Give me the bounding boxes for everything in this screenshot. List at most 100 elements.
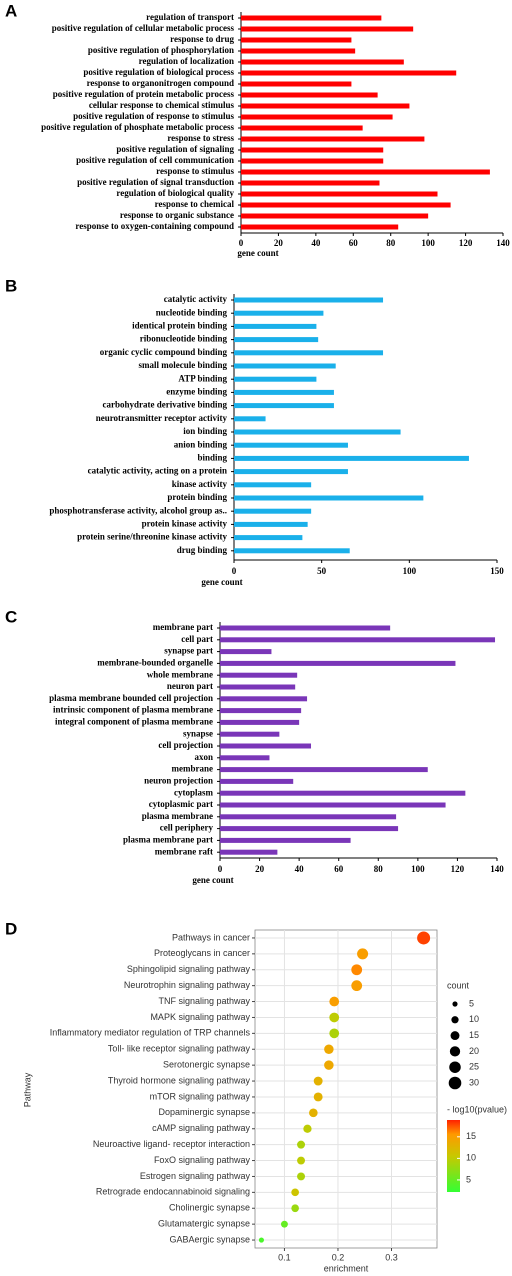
bubble	[280, 1220, 288, 1228]
x-tick-label: 100	[421, 238, 435, 248]
bubble	[297, 1140, 306, 1149]
category-label: positive regulation of signal transducti…	[77, 177, 234, 187]
category-label: binding	[197, 452, 227, 462]
bar	[234, 389, 334, 395]
bar	[234, 376, 317, 382]
category-label: cellular response to chemical stimulus	[89, 100, 235, 110]
category-label: Toll- like receptor signaling pathway	[108, 1044, 251, 1054]
category-label: response to stimulus	[156, 166, 234, 176]
legend-bubble	[449, 1046, 461, 1057]
x-tick-label: 140	[490, 864, 504, 874]
category-label: positive regulation of response to stimu…	[73, 111, 234, 121]
bar	[241, 169, 490, 175]
category-label: protein serine/threonine kinase activity	[77, 532, 227, 542]
bar	[241, 180, 380, 186]
x-tick-label: 60	[349, 238, 359, 248]
legend-title: - log10(pvalue)	[447, 1104, 507, 1114]
category-label: Cholinergic synapse	[169, 1203, 250, 1213]
category-label: Estrogen signaling pathway	[140, 1171, 251, 1181]
legend-label: 20	[469, 1046, 479, 1056]
category-label: cell part	[181, 634, 213, 644]
category-label: Thyroid hormone signaling pathway	[108, 1075, 251, 1085]
category-label: nucleotide binding	[156, 307, 228, 317]
category-label: ATP binding	[178, 373, 227, 383]
category-label: response to stress	[167, 133, 234, 143]
bar	[220, 672, 298, 678]
x-tick-label: 20	[255, 864, 265, 874]
bar	[241, 191, 438, 197]
bar	[220, 826, 399, 832]
bar	[220, 660, 456, 666]
category-label: neuron projection	[144, 775, 213, 785]
category-label: enzyme binding	[166, 386, 227, 396]
x-tick-label: 120	[459, 238, 473, 248]
category-label: positive regulation of phosphate metabol…	[41, 122, 234, 132]
x-tick-label: 0	[239, 238, 244, 248]
legend-bubble	[452, 1001, 458, 1007]
bubble	[357, 948, 369, 960]
category-label: response to drug	[170, 34, 234, 44]
colorbar-label: 15	[466, 1131, 476, 1141]
plot-area	[254, 929, 438, 1249]
bar	[241, 224, 399, 230]
bubble	[324, 1044, 334, 1054]
x-tick-label: 50	[317, 566, 327, 576]
bar	[220, 637, 496, 643]
bubble	[291, 1188, 299, 1197]
legend-label: 15	[469, 1030, 479, 1040]
x-axis-label: gene count	[237, 248, 278, 258]
category-label: regulation of biological quality	[116, 188, 234, 198]
category-label: cell projection	[158, 740, 213, 750]
bar	[234, 363, 336, 369]
category-label: MAPK signaling pathway	[150, 1012, 250, 1022]
category-label: Glutamatergic synapse	[158, 1219, 250, 1229]
bar	[241, 92, 378, 98]
category-label: Neurotrophin signaling pathway	[124, 980, 251, 990]
bubble	[351, 980, 363, 992]
bar	[220, 684, 296, 690]
category-label: cytoplasm	[174, 787, 214, 797]
category-label: phosphotransferase activity, alcohol gro…	[49, 505, 227, 515]
category-label: membrane raft	[155, 846, 213, 856]
x-tick-label: 40	[295, 864, 305, 874]
bubble	[324, 1060, 334, 1070]
bar	[220, 696, 308, 702]
x-tick-label: 0	[218, 864, 223, 874]
x-tick-label: 40	[311, 238, 321, 248]
x-tick-label: 100	[403, 566, 417, 576]
bar	[234, 548, 350, 554]
bar	[220, 649, 272, 655]
x-tick-label: 0.1	[278, 1252, 291, 1262]
bar	[241, 103, 410, 109]
category-label: synapse	[183, 728, 213, 738]
x-tick-label: 0.2	[332, 1252, 345, 1262]
legend-title: count	[447, 980, 470, 990]
bubble	[313, 1092, 323, 1102]
category-label: intrinsic component of plasma membrane	[53, 705, 213, 715]
bar	[241, 48, 356, 54]
bar	[234, 455, 469, 461]
bubble	[297, 1156, 306, 1165]
bar	[241, 26, 414, 32]
category-label: TNF signaling pathway	[158, 996, 250, 1006]
panel-label: C	[5, 607, 17, 626]
category-label: regulation of localization	[139, 56, 234, 66]
category-label: ion binding	[183, 426, 227, 436]
y-axis-label: Pathway	[22, 1072, 32, 1107]
category-label: small molecule binding	[138, 360, 227, 370]
bar	[234, 495, 424, 501]
x-axis-label: gene count	[201, 577, 242, 587]
category-label: carbohydrate derivative binding	[102, 400, 227, 410]
category-label: cytoplasmic part	[149, 799, 213, 809]
bar	[241, 59, 404, 65]
category-label: Sphingolipid signaling pathway	[127, 964, 251, 974]
x-tick-label: 140	[496, 238, 510, 248]
legend-bubble	[449, 1061, 461, 1073]
bubble	[297, 1172, 306, 1181]
x-tick-label: 0.3	[385, 1252, 398, 1262]
bar	[220, 814, 397, 820]
category-label: Dopaminergic synapse	[158, 1107, 250, 1117]
x-axis-label: enrichment	[324, 1263, 369, 1273]
bar	[241, 147, 384, 153]
